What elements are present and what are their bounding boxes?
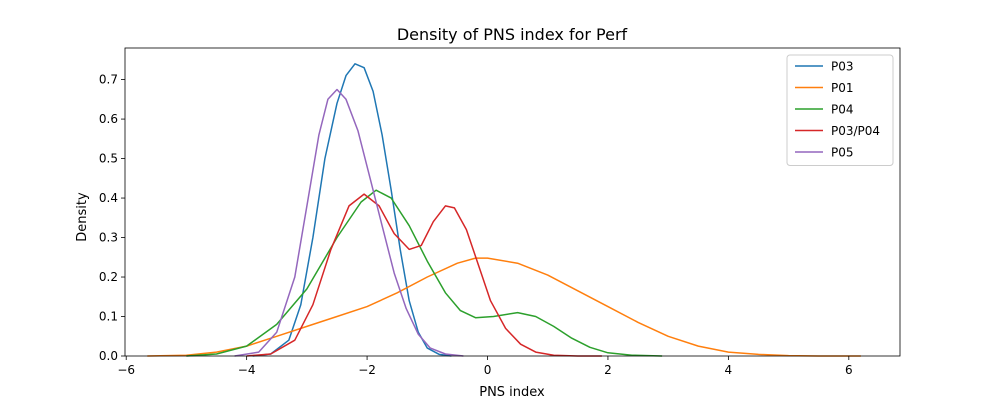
- legend-label: P01: [831, 81, 854, 95]
- legend-label: P05: [831, 146, 854, 160]
- legend-label: P03: [831, 60, 854, 74]
- x-tick-label: 4: [725, 363, 733, 377]
- y-axis-title: Density: [75, 192, 90, 242]
- axes: −6 −4 −2 0 2 4 6 0.0 0.1 0.2 0.3 0.4 0.5 0.6 0.7: [99, 47, 901, 377]
- y-tick-label: 0.3: [99, 231, 118, 245]
- series-line-p04: [186, 189, 663, 357]
- y-tick-label: 0.4: [99, 191, 118, 205]
- y-tick-label: 0.0: [99, 349, 118, 363]
- x-tick-label: 2: [604, 363, 612, 377]
- legend-box: [786, 54, 894, 166]
- x-tick-label: −2: [358, 363, 376, 377]
- legend-label: P03/P04: [831, 124, 880, 138]
- series-line-p03-p04: [246, 193, 602, 357]
- x-tick-label: −6: [117, 363, 135, 377]
- axes-frame: [124, 47, 901, 357]
- legend-label: P04: [831, 103, 854, 117]
- legend: P03 P01 P04 P03/P04 P05: [786, 54, 894, 166]
- series-line-p01: [147, 257, 861, 357]
- series-line-p05: [234, 88, 464, 357]
- y-tick-label: 0.6: [99, 112, 118, 126]
- x-axis-title: PNS index: [479, 385, 545, 400]
- plot-area: [147, 63, 861, 357]
- y-tick-label: 0.1: [99, 310, 118, 324]
- y-tick-label: 0.7: [99, 73, 118, 87]
- series-line-p03: [252, 63, 452, 357]
- x-tick-label: 6: [845, 363, 853, 377]
- chart-title: Density of PNS index for Perf: [397, 25, 628, 44]
- y-tick-label: 0.5: [99, 152, 118, 166]
- y-tick-label: 0.2: [99, 270, 118, 284]
- x-tick-label: 0: [484, 363, 492, 377]
- x-tick-label: −4: [238, 363, 256, 377]
